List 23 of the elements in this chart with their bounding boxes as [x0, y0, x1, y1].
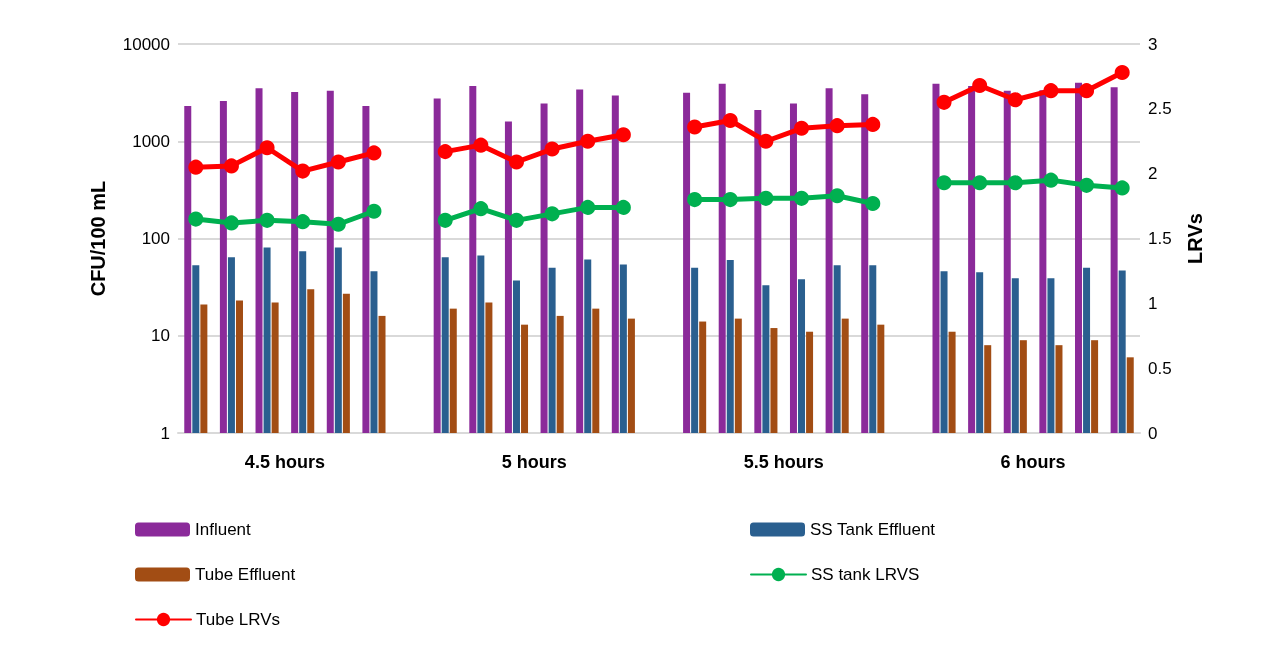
y2-tick-label: 3 — [1148, 34, 1158, 54]
y2-tick-label: 1 — [1148, 293, 1158, 313]
y-tick-label: 10 — [151, 326, 170, 346]
legend-label: Tube LRVs — [196, 610, 281, 629]
y2-tick-label: 2 — [1148, 164, 1158, 184]
text: 6 hours — [1000, 452, 1066, 472]
legend-label: Influent — [195, 520, 252, 539]
text: 5 hours — [501, 452, 567, 472]
y2-tick-label: 1.5 — [1148, 229, 1172, 248]
y2-tick-label: 0 — [1148, 423, 1158, 443]
text: 4.5 hours — [244, 452, 325, 472]
y-tick-label: 10000 — [122, 34, 170, 54]
legend-label: SS tank LRVS — [811, 565, 920, 584]
y-tick-label: 1000 — [132, 131, 170, 151]
y-tick-label: 100 — [141, 229, 170, 248]
text: 5.5 hours — [743, 452, 824, 472]
y2-axis-title: LRVs — [1184, 213, 1206, 264]
legend-label: SS Tank Effluent — [810, 520, 936, 539]
y2-tick-label: 2.5 — [1148, 99, 1172, 119]
y-tick-label: 1 — [160, 423, 170, 443]
legend-label: Tube Effluent — [195, 565, 296, 584]
y-axis-title: CFU/100 mL — [87, 180, 109, 297]
y2-tick-label: 0.5 — [1148, 358, 1172, 378]
